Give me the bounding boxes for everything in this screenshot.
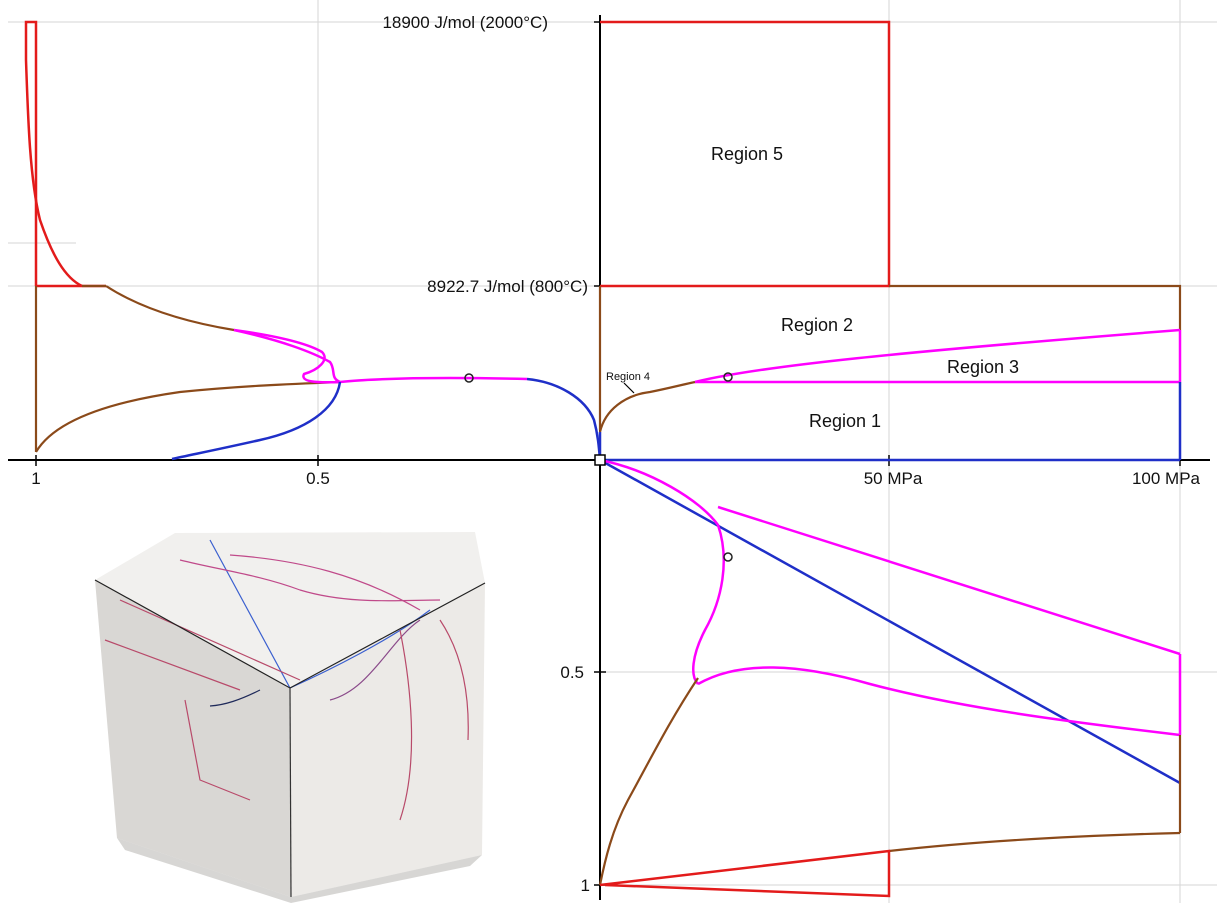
paper-cube-photo	[94, 532, 486, 903]
region5-boundary-bottom	[599, 849, 891, 898]
region3-boundary-right	[694, 328, 1182, 384]
region2-boundary-right	[598, 284, 1182, 433]
region1-boundary-bottom	[599, 458, 1181, 785]
region3-boundary-bottom	[599, 458, 1182, 737]
region5-boundary-left	[24, 20, 106, 288]
tick-label-bottom-1: 1	[581, 876, 590, 895]
region3-boundary-left	[233, 328, 528, 384]
region5-label: Region 5	[711, 144, 783, 164]
energy-label-top: 18900 J/mol (2000°C)	[382, 13, 548, 32]
cube-shadow	[117, 838, 482, 903]
critical-point-marker-bottom	[723, 552, 733, 562]
origin-marker	[594, 454, 606, 466]
tick-label-bottom-05: 0.5	[560, 663, 584, 682]
region2-label: Region 2	[781, 315, 853, 335]
critical-point-marker-left	[464, 373, 474, 383]
region1-label: Region 1	[809, 411, 881, 431]
region5-boundary	[600, 20, 891, 288]
tick-label-100mpa: 100 MPa	[1132, 469, 1201, 488]
region1-boundary-left	[171, 377, 602, 461]
region4-label: Region 4	[606, 371, 650, 383]
tick-label-left-05: 0.5	[306, 469, 330, 488]
region1-boundary-right	[598, 382, 1182, 462]
region2-boundary-left	[34, 284, 341, 453]
region4-pointer	[623, 382, 635, 394]
critical-point-marker	[723, 372, 733, 382]
region2-boundary-bottom	[598, 677, 1182, 886]
region3-label: Region 3	[947, 357, 1019, 377]
energy-label-mid: 8922.7 J/mol (800°C)	[427, 277, 588, 296]
cube-right-face	[290, 583, 485, 897]
cube-top-face	[95, 532, 485, 688]
cube-left-face	[95, 580, 291, 897]
tick-label-left-1: 1	[31, 469, 40, 488]
tick-label-50mpa: 50 MPa	[864, 469, 923, 488]
